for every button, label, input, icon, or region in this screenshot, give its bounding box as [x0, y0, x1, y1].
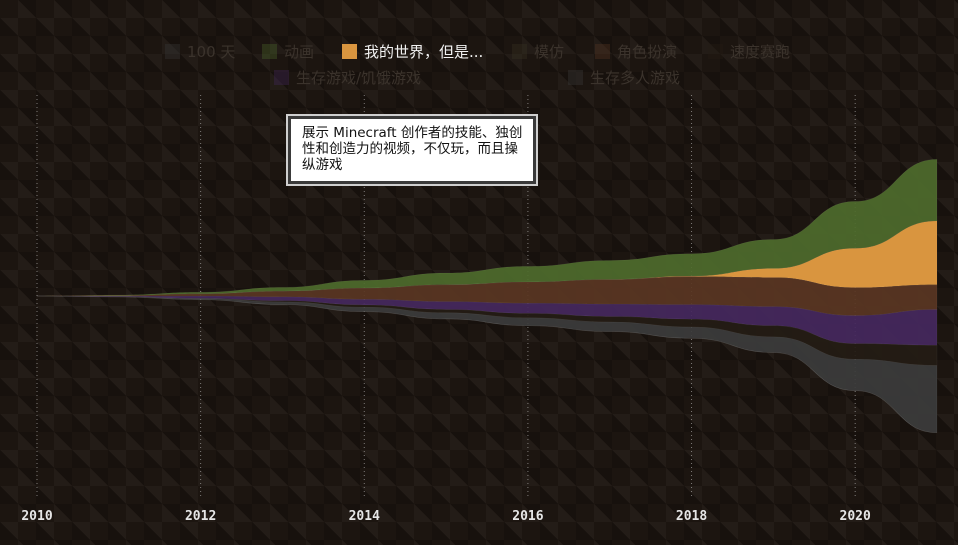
legend-label: 动画 — [284, 43, 314, 61]
legend-label: 生存游戏/饥饿游戏 — [296, 69, 421, 87]
legend-item[interactable]: 100 天 — [165, 43, 235, 61]
legend-item[interactable]: 模仿 — [512, 43, 564, 61]
legend-swatch — [274, 70, 289, 85]
legend-item[interactable]: 生存多人游戏 — [568, 69, 680, 87]
legend-item[interactable]: 动画 — [262, 43, 314, 61]
legend-label: 模仿 — [534, 43, 564, 61]
legend-label: 生存多人游戏 — [590, 69, 680, 87]
series-area[interactable] — [36, 295, 938, 433]
legend-label: 我的世界，但是... — [364, 43, 483, 61]
legend-swatch — [262, 44, 277, 59]
series-area[interactable] — [36, 295, 938, 433]
legend-swatch — [595, 44, 610, 59]
legend-item[interactable]: 速度赛跑 — [708, 43, 790, 61]
legend-swatch — [342, 44, 357, 59]
x-axis: 2010 2012 2014 2016 2018 2020 — [21, 509, 871, 524]
legend-label: 速度赛跑 — [730, 43, 790, 61]
x-tick-label: 2018 — [676, 509, 707, 524]
tooltip: 展示 Minecraft 创作者的技能、独创性和创造力的视频，不仅玩，而且操纵游… — [286, 114, 538, 186]
x-tick-label: 2012 — [185, 509, 216, 524]
x-tick-label: 2010 — [21, 509, 52, 524]
x-tick-label: 2014 — [349, 509, 380, 524]
legend-swatch — [708, 44, 723, 59]
tooltip-text: 展示 Minecraft 创作者的技能、独创性和创造力的视频，不仅玩，而且操纵游… — [302, 125, 523, 173]
series-area[interactable] — [36, 276, 938, 316]
series-area[interactable] — [36, 295, 938, 346]
x-tick-label: 2020 — [840, 509, 871, 524]
legend-label: 角色扮演 — [617, 43, 677, 61]
legend-item[interactable]: 生存游戏/饥饿游戏 — [274, 69, 421, 87]
legend-label: 100 天 — [187, 43, 235, 61]
x-tick-label: 2016 — [512, 509, 543, 524]
legend-swatch — [568, 70, 583, 85]
legend-item[interactable]: 我的世界，但是... — [342, 43, 483, 61]
legend-item[interactable]: 角色扮演 — [595, 43, 677, 61]
legend-swatch — [512, 44, 527, 59]
stream-areas — [36, 159, 938, 433]
legend-swatch — [165, 44, 180, 59]
